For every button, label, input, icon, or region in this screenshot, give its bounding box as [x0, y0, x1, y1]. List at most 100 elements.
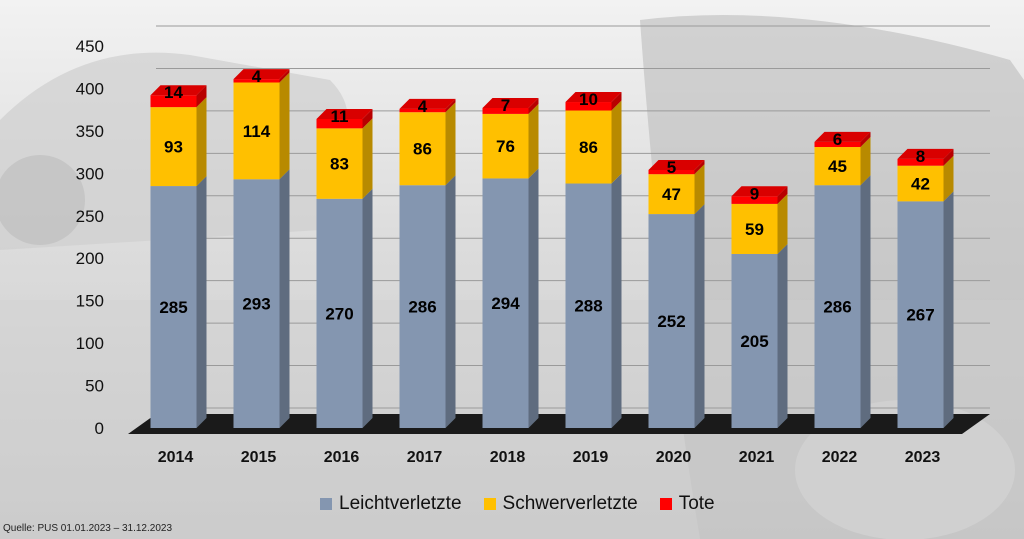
- bar-schwerverletzte-2014: [150, 107, 197, 187]
- data-label-tote-2015: 4: [252, 67, 262, 86]
- data-label-schwerverletzte-2020: 47: [662, 185, 681, 204]
- bar-side-schwerverletzte-2020: [694, 164, 705, 215]
- bar-side-schwerverletzte-2022: [860, 137, 871, 186]
- data-label-leichtverletzte-2017: 286: [408, 298, 436, 317]
- bar-tote-2022: [814, 141, 861, 148]
- bar-tote-2015: [233, 79, 280, 83]
- bar-side-schwerverletzte-2019: [611, 100, 622, 184]
- legend-swatch-tote: [659, 498, 672, 510]
- bar-group: [150, 69, 954, 428]
- legend-swatch-leichtverletzte: [320, 498, 332, 510]
- data-label-schwerverletzte-2022: 45: [828, 157, 847, 176]
- bar-side-tote-2023: [943, 148, 954, 166]
- legend-swatch-schwerverletzte: [483, 498, 496, 510]
- data-label-leichtverletzte-2015: 293: [242, 295, 270, 314]
- bar-side-tote-2015: [279, 69, 290, 83]
- bar-leichtverletzte-2014: [150, 186, 197, 428]
- x-tick-label: 2019: [573, 449, 609, 466]
- y-tick-label: 0: [95, 419, 104, 438]
- x-tick-label: 2016: [324, 449, 360, 466]
- data-label-schwerverletzte-2023: 42: [911, 174, 930, 193]
- legend-item-schwerverletzte: Schwerverletzte: [483, 493, 638, 515]
- bar-top-2016: [316, 109, 373, 120]
- bar-schwerverletzte-2023: [897, 165, 944, 202]
- legend-label-leichtverletzte: Leichtverletzte: [339, 493, 462, 514]
- data-label-leichtverletzte-2020: 252: [657, 312, 685, 331]
- bar-top-2014: [150, 85, 207, 96]
- bar-side-tote-2021: [777, 186, 788, 204]
- bar-top-2019: [565, 92, 622, 103]
- bar-schwerverletzte-2019: [565, 110, 612, 184]
- bar-side-leichtverletzte-2019: [611, 173, 622, 428]
- bar-side-schwerverletzte-2017: [445, 102, 456, 186]
- data-label-tote-2018: 7: [501, 96, 510, 115]
- data-label-schwerverletzte-2018: 76: [496, 137, 515, 156]
- x-tick-label: 2018: [490, 449, 526, 466]
- data-label-leichtverletzte-2019: 288: [574, 297, 602, 316]
- bar-schwerverletzte-2022: [814, 147, 861, 186]
- bar-leichtverletzte-2020: [648, 214, 695, 428]
- bar-top-2022: [814, 131, 871, 142]
- bar-tote-2020: [648, 169, 695, 175]
- data-label-tote-2022: 6: [833, 130, 842, 149]
- legend-item-leichtverletzte: Leichtverletzte: [320, 493, 462, 515]
- bar-side-schwerverletzte-2015: [279, 72, 290, 180]
- bar-side-tote-2019: [611, 92, 622, 111]
- bar-leichtverletzte-2017: [399, 185, 446, 428]
- bar-leichtverletzte-2016: [316, 198, 363, 428]
- bar-side-schwerverletzte-2018: [528, 103, 539, 179]
- data-label-schwerverletzte-2021: 59: [745, 220, 764, 239]
- bar-top-2018: [482, 97, 539, 108]
- bar-side-leichtverletzte-2016: [362, 188, 373, 428]
- bar-side-leichtverletzte-2017: [445, 175, 456, 428]
- bar-leichtverletzte-2022: [814, 185, 861, 428]
- y-tick-label: 350: [76, 122, 104, 141]
- bar-leichtverletzte-2018: [482, 178, 529, 428]
- data-label-tote-2017: 4: [418, 97, 428, 116]
- bar-side-tote-2020: [694, 159, 705, 175]
- legend: Leichtverletzte Schwerverletzte Tote: [320, 491, 715, 517]
- x-tick-label: 2023: [905, 449, 941, 466]
- bar-side-schwerverletzte-2014: [196, 97, 207, 187]
- bar-schwerverletzte-2015: [233, 82, 280, 180]
- bar-tote-2016: [316, 119, 363, 129]
- x-tick-label: 2020: [656, 449, 692, 466]
- x-tick-label: 2022: [822, 449, 858, 466]
- bar-side-schwerverletzte-2016: [362, 118, 373, 199]
- bar-tote-2019: [565, 102, 612, 111]
- data-label-leichtverletzte-2021: 205: [740, 332, 768, 351]
- bar-side-schwerverletzte-2021: [777, 193, 788, 254]
- x-tick-label: 2015: [241, 449, 277, 466]
- y-tick-label: 300: [76, 164, 104, 183]
- bar-side-schwerverletzte-2023: [943, 155, 954, 202]
- y-tick-label: 200: [76, 249, 104, 268]
- bar-schwerverletzte-2020: [648, 174, 695, 215]
- y-axis-ticks: 0 50 100 150 200 250 300 350 400 450: [76, 37, 104, 438]
- bar-top-2015: [233, 69, 290, 80]
- bar-leichtverletzte-2019: [565, 183, 612, 428]
- data-label-tote-2021: 9: [750, 184, 759, 203]
- y-tick-label: 100: [76, 334, 104, 353]
- y-tick-label: 400: [76, 79, 104, 98]
- bar-side-leichtverletzte-2020: [694, 204, 705, 428]
- legend-item-tote: Tote: [659, 493, 715, 515]
- data-label-schwerverletzte-2019: 86: [579, 138, 598, 157]
- x-tick-label: 2017: [407, 449, 443, 466]
- bar-schwerverletzte-2018: [482, 113, 529, 179]
- data-label-leichtverletzte-2022: 286: [823, 298, 851, 317]
- data-label-leichtverletzte-2014: 285: [159, 298, 187, 317]
- legend-label-schwerverletzte: Schwerverletzte: [502, 493, 638, 514]
- x-tick-label: 2021: [739, 449, 775, 466]
- data-label-schwerverletzte-2015: 114: [243, 122, 271, 141]
- data-label-leichtverletzte-2018: 294: [491, 294, 520, 313]
- bar-top-2017: [399, 98, 456, 109]
- bar-side-tote-2014: [196, 85, 207, 108]
- bar-tote-2023: [897, 158, 944, 166]
- data-label-leichtverletzte-2023: 267: [906, 306, 934, 325]
- bar-schwerverletzte-2016: [316, 128, 363, 199]
- bar-tote-2014: [150, 95, 197, 108]
- y-tick-label: 250: [76, 207, 104, 226]
- bar-top-2020: [648, 159, 705, 170]
- bar-top-2021: [731, 186, 788, 197]
- data-labels: 2859314293114427083112868642947672888610…: [159, 67, 934, 351]
